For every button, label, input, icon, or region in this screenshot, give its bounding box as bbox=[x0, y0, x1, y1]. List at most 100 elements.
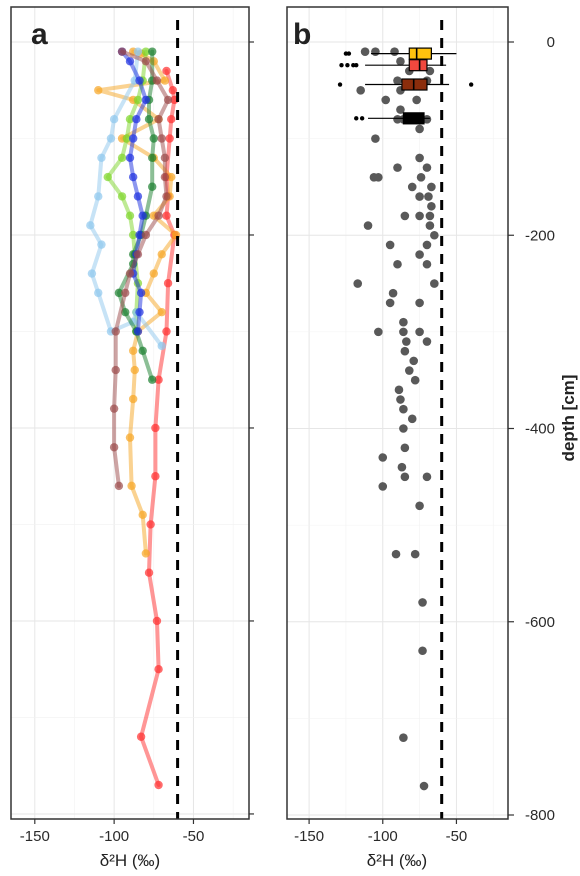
panel-b-point bbox=[399, 317, 408, 327]
panel-a-series-point-6 bbox=[141, 230, 151, 240]
panel-b-point bbox=[404, 366, 414, 375]
panel-a-series-point-0 bbox=[154, 665, 163, 674]
panel-b-boxplot-outlier-1 bbox=[354, 62, 359, 68]
panel-b-point bbox=[422, 472, 432, 482]
panel-b-point bbox=[422, 115, 432, 124]
panel-a-series-point-3 bbox=[106, 134, 116, 143]
panel-a-series-point-0 bbox=[154, 780, 163, 790]
panel-a-x-tick-label: -100 bbox=[99, 828, 129, 845]
panel-a-series-point-1 bbox=[128, 346, 138, 355]
panel-a-series-point-0 bbox=[154, 375, 163, 384]
panel-b-point bbox=[374, 327, 383, 337]
panel-a-series-point-4 bbox=[148, 182, 157, 191]
panel-b-point bbox=[415, 153, 424, 163]
panel-b-point bbox=[410, 375, 420, 385]
panel-b-boxplot-outlier-3 bbox=[359, 116, 365, 121]
panel-a-x-tick-label: -150 bbox=[20, 828, 50, 845]
panel-a-series-point-6 bbox=[109, 443, 119, 452]
panel-b-point bbox=[374, 172, 383, 182]
panel-b-point bbox=[391, 549, 401, 559]
panel-b-border bbox=[286, 6, 509, 820]
panel-a-series-point-6 bbox=[157, 134, 166, 143]
panel-b-point bbox=[396, 395, 405, 404]
panel-a-series-point-0 bbox=[165, 134, 174, 143]
panel-b-boxplot-outlier-2 bbox=[337, 82, 343, 87]
panel-a-series-point-6 bbox=[160, 153, 170, 162]
panel-a-series-point-3 bbox=[133, 47, 143, 56]
panel-b-point bbox=[393, 259, 402, 269]
panel-b-boxplot-outlier-1 bbox=[339, 62, 344, 68]
panel-b-point bbox=[396, 105, 405, 114]
panel-b-point bbox=[427, 182, 436, 192]
panel-a-series-point-0 bbox=[136, 732, 146, 741]
panel-a-x-axis-title: δ²H (‰) bbox=[100, 851, 160, 870]
panel-a-series-point-5 bbox=[128, 134, 138, 143]
panel-a-series-point-0 bbox=[146, 520, 155, 529]
panel-b-boxplot-outlier-2 bbox=[468, 82, 474, 87]
panel-a-series-point-0 bbox=[152, 616, 162, 626]
panel-b-point bbox=[399, 327, 408, 337]
panel-a-series-point-2 bbox=[125, 114, 135, 124]
panel-b-point bbox=[388, 288, 398, 298]
panel-a-series-line-5 bbox=[120, 49, 148, 334]
panel-b-boxplot-outlier-0 bbox=[346, 51, 352, 56]
panel-a-ticks: -150 -100 -50 bbox=[20, 41, 254, 845]
panel-b-y-tick-label: -600 bbox=[525, 614, 555, 631]
panel-b-point bbox=[399, 424, 408, 433]
panel-b-point bbox=[418, 646, 427, 656]
panel-b-point bbox=[427, 201, 436, 211]
panel-b-point bbox=[425, 211, 435, 221]
panel-a-series-point-5 bbox=[135, 230, 144, 240]
panel-b-point bbox=[393, 163, 402, 172]
panel-a-series-line-4 bbox=[116, 49, 156, 382]
panel-b-y-tick-label: -800 bbox=[525, 807, 555, 824]
panel-b-point bbox=[430, 279, 439, 288]
panel-a-series-point-6 bbox=[141, 57, 151, 66]
panel-a-series-point-0 bbox=[151, 423, 160, 433]
panel-b-point bbox=[407, 414, 417, 424]
panel-b-y-axis-title: depth [cm] bbox=[559, 375, 578, 462]
panel-a-x-tick-label: -50 bbox=[183, 828, 205, 845]
panel-a-series-point-6 bbox=[111, 365, 120, 375]
panel-b-point bbox=[378, 453, 388, 462]
panel-a-series-point-0 bbox=[162, 66, 171, 76]
panel-a-series-point-0 bbox=[167, 114, 176, 124]
panel-b-point bbox=[416, 172, 426, 182]
panel-b-point bbox=[415, 124, 424, 134]
panel-a-series-point-2 bbox=[117, 153, 127, 162]
panel-b-point bbox=[402, 337, 411, 346]
panel-b-grid bbox=[287, 7, 508, 819]
panel-b-point bbox=[415, 192, 424, 201]
panel-b-point bbox=[425, 66, 435, 76]
panel-b-point bbox=[385, 298, 395, 308]
panel-b-point bbox=[419, 781, 429, 791]
panel-a-series-point-2 bbox=[117, 192, 127, 201]
panel-a-series-point-1 bbox=[94, 86, 103, 95]
panel-a-series-point-2 bbox=[133, 95, 143, 105]
panel-a-series-point-4 bbox=[148, 153, 157, 162]
panel-a-series-point-4 bbox=[121, 307, 130, 317]
panel-b-point bbox=[407, 182, 417, 192]
panel-b-point bbox=[371, 134, 380, 143]
panel-a-series-point-3 bbox=[157, 341, 166, 351]
panel-b-point bbox=[425, 221, 435, 230]
panel-b-label: b bbox=[293, 18, 311, 51]
panel-a-series-point-2 bbox=[128, 230, 138, 240]
panel-a-series-point-6 bbox=[152, 76, 162, 85]
panel-a-series-point-0 bbox=[162, 327, 171, 336]
panel-a-series-point-5 bbox=[128, 172, 138, 182]
panel-a-series-point-4 bbox=[149, 134, 158, 143]
panel-b-point bbox=[393, 76, 402, 85]
panel-b-x-axis-title: δ²H (‰) bbox=[367, 851, 427, 870]
panel-a-series-point-6 bbox=[125, 269, 135, 278]
panel-a-series-point-6 bbox=[154, 114, 163, 124]
panel-a-series-point-1 bbox=[141, 549, 151, 558]
panel-a-series-point-6 bbox=[114, 481, 124, 491]
panel-b-point bbox=[400, 211, 410, 221]
panel-a-series-point-3 bbox=[87, 269, 97, 278]
panel-b-point bbox=[430, 230, 439, 240]
panel-b-boxplot-outlier-3 bbox=[354, 116, 359, 121]
panel-a-series-point-1 bbox=[128, 394, 138, 404]
panel-a-series-point-0 bbox=[151, 472, 160, 481]
panel-b-point bbox=[415, 327, 424, 337]
